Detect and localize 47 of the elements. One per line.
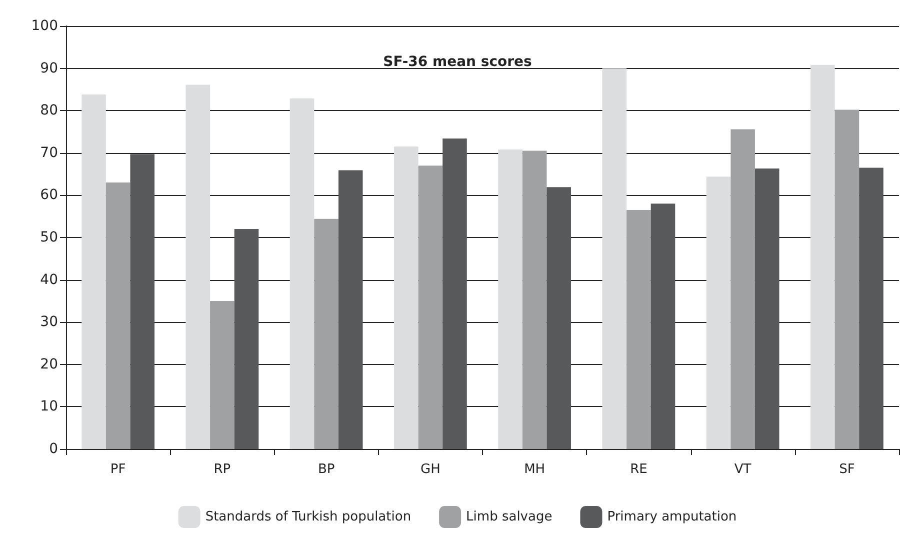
bar (602, 68, 627, 449)
bar (418, 166, 443, 449)
x-tick-label: RE (630, 462, 648, 477)
x-tick-label: BP (318, 462, 335, 477)
x-tick-label: RP (214, 462, 231, 477)
bar (730, 129, 755, 449)
y-tick-label: 50 (40, 230, 58, 246)
y-tick-label: 20 (40, 356, 58, 372)
bar (394, 146, 418, 449)
bar (314, 218, 338, 449)
bar (859, 168, 884, 449)
x-tick-label: SF (839, 462, 855, 477)
bar (754, 168, 780, 449)
bar (810, 64, 835, 449)
y-tick-label: 80 (40, 102, 58, 119)
y-tick-label: 60 (40, 187, 58, 204)
x-tick-label: MH (524, 462, 546, 477)
bar (186, 84, 210, 449)
y-tick-label: 70 (40, 144, 58, 161)
bar (650, 204, 676, 449)
bar (522, 150, 547, 449)
bar (130, 154, 155, 449)
bar (290, 98, 314, 449)
y-tick-label: 10 (40, 398, 58, 415)
y-tick-label: 100 (31, 18, 58, 34)
text: SF-36 mean scores (383, 54, 532, 70)
bar (210, 300, 234, 449)
legend-label: Primary amputation (607, 510, 737, 524)
legend-label: Limb salvage (466, 510, 552, 524)
legend-label: Standards of Turkish population (205, 510, 412, 524)
y-tick-label: 0 (49, 441, 58, 457)
bar (82, 94, 106, 449)
bar (442, 138, 467, 449)
x-tick-label: PF (110, 462, 126, 477)
x-tick-label: VT (734, 462, 752, 477)
y-tick-label: 40 (40, 272, 58, 288)
bar (546, 187, 572, 449)
y-tick-label: 30 (40, 314, 58, 330)
bar (498, 150, 522, 449)
x-tick-label: GH (420, 462, 440, 477)
bar (706, 176, 731, 449)
bar (338, 170, 363, 449)
bar (834, 110, 860, 449)
bar (106, 182, 130, 449)
bar (234, 229, 259, 449)
y-tick-label: 90 (40, 60, 58, 76)
bar (626, 210, 651, 449)
